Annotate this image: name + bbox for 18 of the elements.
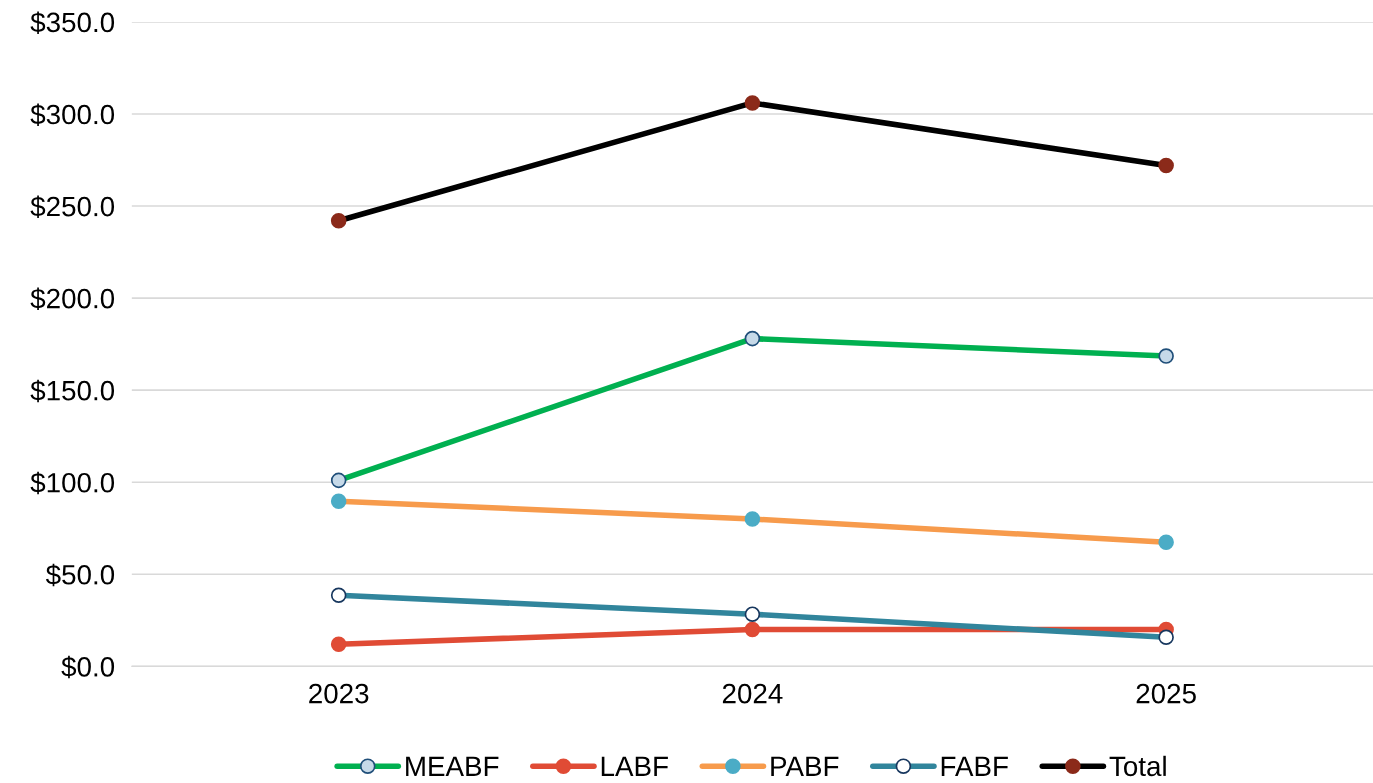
x-tick-label: 2023: [309, 683, 369, 704]
y-tick-label: $250.0: [30, 195, 115, 219]
y-tick-label: $300.0: [30, 103, 115, 126]
point: [330, 636, 347, 653]
x-tick-label: 2024: [722, 683, 783, 704]
y-tick-label: $150.0: [30, 379, 115, 403]
legend-label: MEABF: [406, 756, 499, 776]
point: [744, 621, 761, 638]
y-tick-label: $0.0: [61, 655, 115, 679]
legend-label: FABF: [941, 756, 1008, 776]
legend-label: PABF: [771, 756, 839, 776]
y-tick-label: $350.0: [30, 11, 115, 34]
legend-label: LABF: [601, 756, 668, 776]
y-tick-label: $200.0: [30, 287, 115, 311]
legend-label: Total: [1109, 755, 1166, 777]
y-tick-label: $50.0: [45, 563, 115, 587]
x-tick-label: 2025: [1136, 683, 1196, 704]
y-tick-label: $100.0: [30, 471, 115, 495]
